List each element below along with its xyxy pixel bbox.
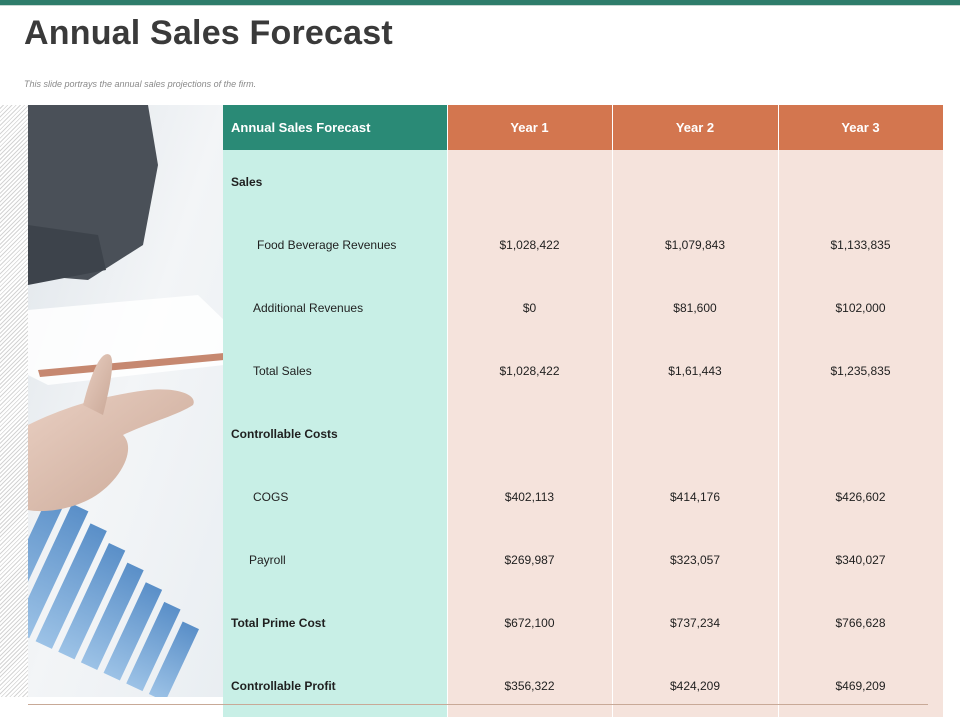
table-row: Total Sales $1,028,422 $1,61,443 $1,235,… <box>223 339 944 402</box>
cell-year-3: $1,133,835 <box>778 213 944 276</box>
slide-subtitle: This slide portrays the annual sales pro… <box>24 79 257 89</box>
row-label: Sales <box>223 150 448 213</box>
cell-year-1: $1,028,422 <box>447 339 613 402</box>
table-row: Food Beverage Revenues $1,028,422 $1,079… <box>223 213 944 276</box>
cell-year-1 <box>447 402 613 465</box>
table-row: Controllable Profit $356,322 $424,209 $4… <box>223 654 944 717</box>
cell-year-3: $469,209 <box>778 654 944 717</box>
cell-year-2: $1,079,843 <box>612 213 779 276</box>
cell-year-1: $269,987 <box>447 528 613 591</box>
row-label: Additional Revenues <box>223 276 448 339</box>
row-label: Total Sales <box>223 339 448 402</box>
slide-title: Annual Sales Forecast <box>24 14 393 52</box>
cell-year-2 <box>612 402 779 465</box>
table-row: Sales <box>223 150 944 213</box>
cell-year-1: $402,113 <box>447 465 613 528</box>
cell-year-3: $102,000 <box>778 276 944 339</box>
cell-year-3: $426,602 <box>778 465 944 528</box>
top-accent-line <box>0 5 960 6</box>
row-label: Total Prime Cost <box>223 591 448 654</box>
row-label: Controllable Profit <box>223 654 448 717</box>
sales-forecast-table: Annual Sales Forecast Year 1 Year 2 Year… <box>223 105 944 717</box>
cell-year-2: $424,209 <box>612 654 779 717</box>
bottom-divider <box>28 704 928 705</box>
cell-year-2: $737,234 <box>612 591 779 654</box>
top-accent-bar <box>0 0 960 5</box>
table-row: Additional Revenues $0 $81,600 $102,000 <box>223 276 944 339</box>
row-label: COGS <box>223 465 448 528</box>
header-year-3: Year 3 <box>778 105 944 150</box>
row-label: Payroll <box>223 528 448 591</box>
header-year-2: Year 2 <box>612 105 779 150</box>
cell-year-2 <box>612 150 779 213</box>
photo-illustration <box>28 105 224 697</box>
row-label: Food Beverage Revenues <box>223 213 448 276</box>
table-row: Total Prime Cost $672,100 $737,234 $766,… <box>223 591 944 654</box>
cell-year-3: $340,027 <box>778 528 944 591</box>
business-photo <box>28 105 224 697</box>
cell-year-1: $0 <box>447 276 613 339</box>
cell-year-1: $672,100 <box>447 591 613 654</box>
cell-year-3: $1,235,835 <box>778 339 944 402</box>
row-label: Controllable Costs <box>223 402 448 465</box>
table-header-row: Annual Sales Forecast Year 1 Year 2 Year… <box>223 105 944 150</box>
cell-year-3: $766,628 <box>778 591 944 654</box>
cell-year-2: $1,61,443 <box>612 339 779 402</box>
cell-year-1: $356,322 <box>447 654 613 717</box>
cell-year-3 <box>778 150 944 213</box>
table-row: Payroll $269,987 $323,057 $340,027 <box>223 528 944 591</box>
hatched-side-strip <box>0 105 28 697</box>
table-row: Controllable Costs <box>223 402 944 465</box>
cell-year-3 <box>778 402 944 465</box>
cell-year-2: $414,176 <box>612 465 779 528</box>
table-row: COGS $402,113 $414,176 $426,602 <box>223 465 944 528</box>
header-year-1: Year 1 <box>447 105 613 150</box>
cell-year-2: $81,600 <box>612 276 779 339</box>
cell-year-1: $1,028,422 <box>447 213 613 276</box>
cell-year-2: $323,057 <box>612 528 779 591</box>
header-forecast: Annual Sales Forecast <box>223 105 448 150</box>
cell-year-1 <box>447 150 613 213</box>
